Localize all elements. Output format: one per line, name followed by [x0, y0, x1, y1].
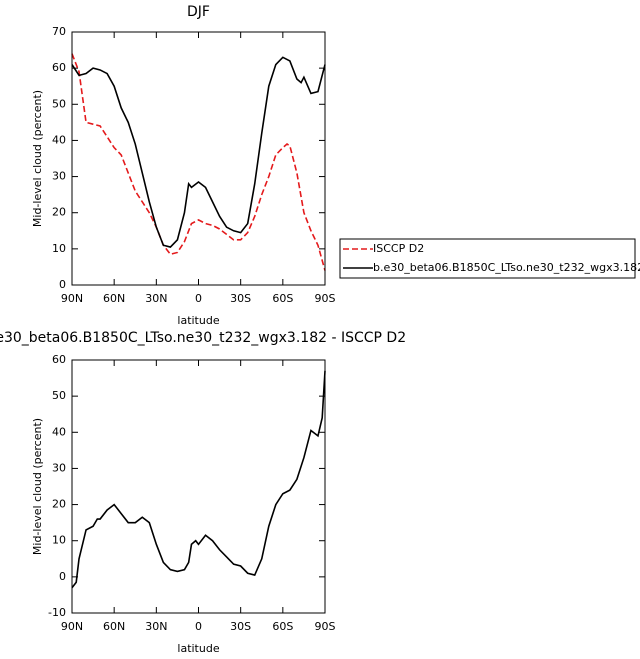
y-tick-label: 10	[52, 534, 66, 547]
x-tick-label: 30N	[145, 620, 167, 633]
x-tick-label: 90S	[315, 292, 336, 305]
x-tick-label: 60N	[103, 620, 125, 633]
y-tick-label: 20	[52, 498, 66, 511]
x-tick-label: 30S	[230, 620, 251, 633]
x-tick-label: 90N	[61, 292, 83, 305]
y-tick-label: 60	[52, 353, 66, 366]
x-tick-label: 60S	[272, 292, 293, 305]
y-tick-label: 10	[52, 242, 66, 255]
chart-title: .e30_beta06.B1850C_LTso.ne30_t232_wgx3.1…	[0, 330, 406, 346]
plot-frame	[71, 31, 326, 286]
y-tick-label: 50	[52, 97, 66, 110]
x-tick-label: 60N	[103, 292, 125, 305]
x-tick-label: 0	[195, 620, 202, 633]
y-axis-label: Mid-level cloud (percent)	[31, 418, 44, 555]
y-tick-label: -10	[48, 606, 66, 619]
data-line	[71, 53, 326, 271]
x-tick-label: 90S	[315, 620, 336, 633]
x-tick-label: 0	[195, 292, 202, 305]
y-axis-label: Mid-level cloud (percent)	[31, 90, 44, 227]
x-tick-label: 30N	[145, 292, 167, 305]
x-tick-label: 90N	[61, 620, 83, 633]
x-axis-label: latitude	[177, 314, 219, 327]
data-line	[71, 56, 326, 248]
y-tick-label: 50	[52, 389, 66, 402]
y-tick-label: 40	[52, 133, 66, 146]
plot-frame	[71, 359, 326, 614]
data-line	[71, 370, 326, 589]
chart-title: DJF	[187, 4, 210, 20]
y-tick-label: 30	[52, 170, 66, 183]
y-tick-label: 20	[52, 206, 66, 219]
y-tick-label: 0	[59, 570, 66, 583]
legend-box	[339, 238, 636, 279]
y-tick-label: 70	[52, 25, 66, 38]
y-tick-label: 40	[52, 425, 66, 438]
y-tick-label: 30	[52, 461, 66, 474]
legend-label: b.e30_beta06.B1850C_LTso.ne30_t232_wgx3.…	[373, 261, 640, 274]
x-tick-label: 30S	[230, 292, 251, 305]
legend-label: ISCCP D2	[373, 242, 424, 255]
x-tick-label: 60S	[272, 620, 293, 633]
x-axis-label: latitude	[177, 642, 219, 655]
y-tick-label: 0	[59, 278, 66, 291]
y-tick-label: 60	[52, 61, 66, 74]
